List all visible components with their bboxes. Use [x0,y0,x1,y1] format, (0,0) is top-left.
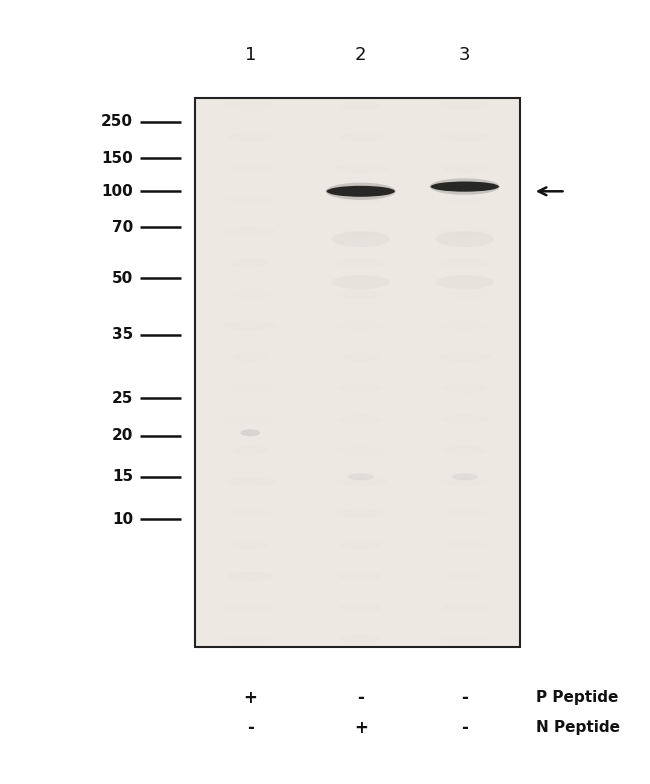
Ellipse shape [436,231,494,247]
Text: +: + [243,689,257,706]
Ellipse shape [430,182,499,192]
Text: N Peptide: N Peptide [536,720,620,735]
Text: P Peptide: P Peptide [536,690,619,706]
Bar [195,98,520,647]
Text: 25: 25 [112,390,133,406]
Ellipse shape [436,275,494,289]
Text: 10: 10 [112,511,133,527]
Text: 100: 100 [101,183,133,199]
Text: 150: 150 [101,151,133,166]
Text: -: - [462,689,468,706]
Ellipse shape [332,275,390,289]
Text: +: + [354,719,368,736]
Text: -: - [462,719,468,736]
Text: -: - [358,689,364,706]
Ellipse shape [430,179,500,195]
Text: 3: 3 [459,46,471,64]
Ellipse shape [326,183,396,200]
Text: 70: 70 [112,220,133,235]
Text: 20: 20 [112,428,133,444]
Text: 250: 250 [101,114,133,129]
Ellipse shape [452,473,478,480]
Ellipse shape [332,231,390,247]
Text: 35: 35 [112,327,133,343]
Ellipse shape [326,186,395,197]
Text: 15: 15 [112,469,133,485]
Text: 50: 50 [112,270,133,286]
Ellipse shape [348,473,374,480]
Ellipse shape [240,430,260,437]
Text: 1: 1 [244,46,256,64]
Text: 2: 2 [355,46,367,64]
Text: -: - [247,719,254,736]
